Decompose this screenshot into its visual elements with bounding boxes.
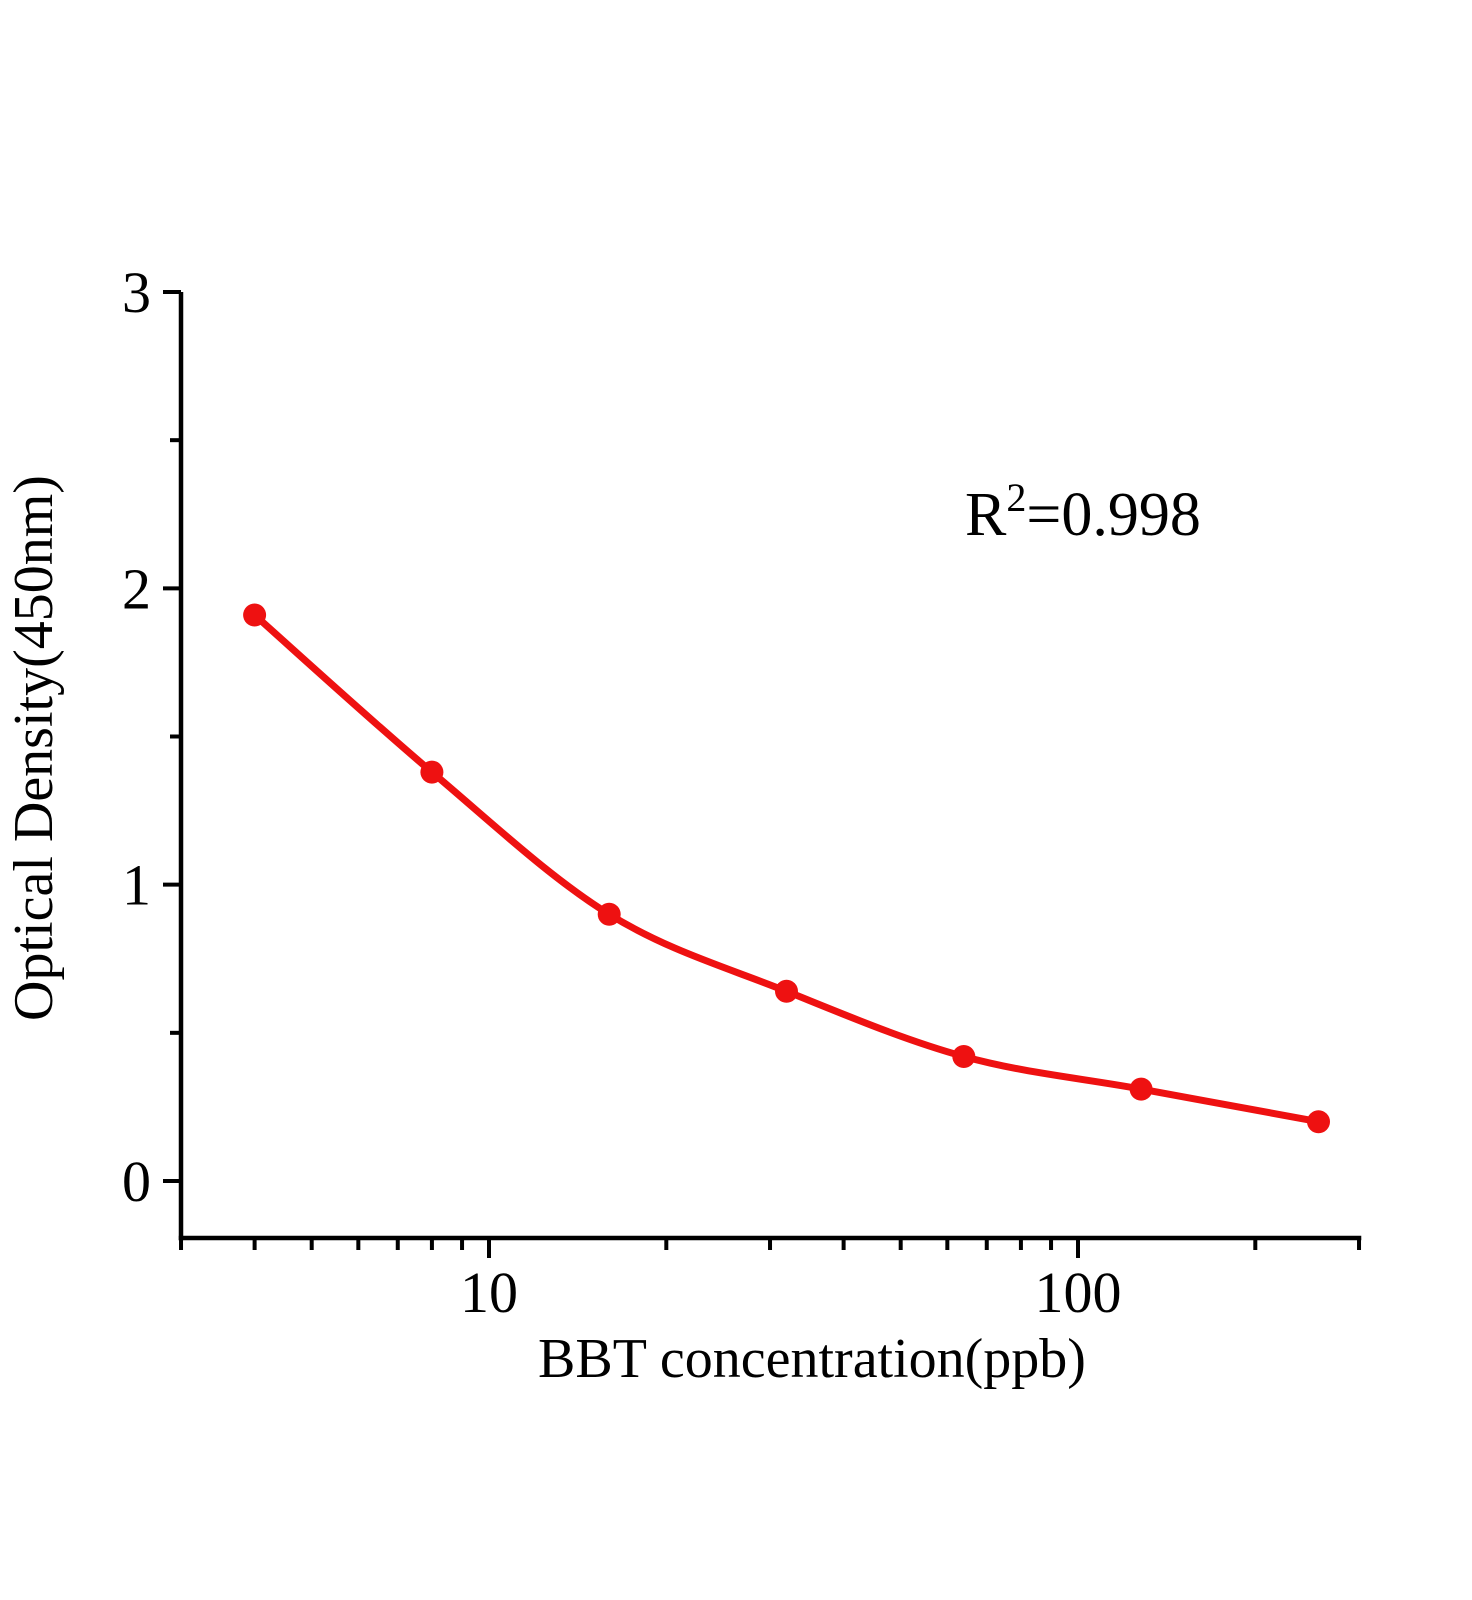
y-tick-label: 3	[122, 260, 151, 325]
y-tick-label: 0	[122, 1149, 151, 1214]
y-axis-ticks: 0 1 2 3	[122, 260, 181, 1214]
x-tick-label: 100	[1035, 1260, 1122, 1325]
data-point-marker	[243, 603, 267, 627]
y-axis-title: Optical Density(450nm)	[3, 475, 65, 1021]
data-point-marker	[1307, 1110, 1330, 1134]
data-point-marker	[420, 760, 444, 784]
data-points	[243, 603, 1330, 1134]
x-axis-ticks: 10 100	[179, 1238, 1362, 1325]
data-point-marker	[1129, 1077, 1153, 1101]
data-point-marker	[597, 902, 621, 926]
x-tick-label: 10	[460, 1260, 518, 1325]
x-axis-title: BBT concentration(ppb)	[538, 1328, 1086, 1390]
y-tick-label: 2	[122, 556, 151, 621]
y-tick-label: 1	[122, 853, 151, 918]
fit-curve	[251, 611, 1322, 1126]
r-squared-annotation: R2=0.998	[965, 475, 1201, 549]
data-point-marker	[775, 979, 798, 1003]
data-point-marker	[952, 1045, 976, 1068]
